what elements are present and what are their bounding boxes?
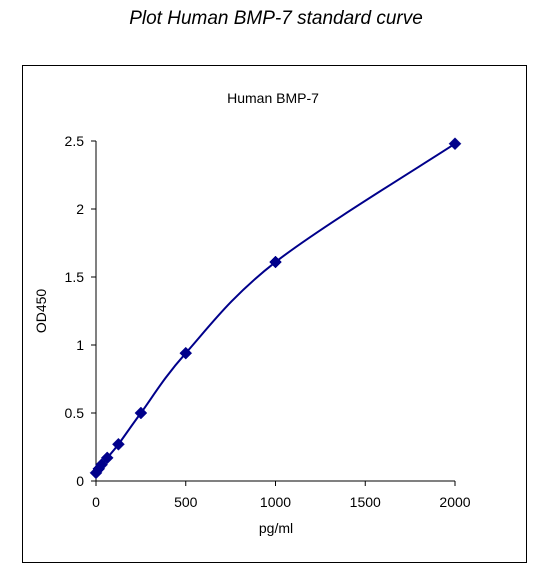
x-tick-label: 1500 <box>350 494 381 510</box>
ticks: 0 500 1000 1500 2000 0 0.5 1 1.5 2 2.5 <box>65 133 471 510</box>
x-tick-label: 2000 <box>439 494 470 510</box>
data-point <box>448 137 462 151</box>
y-tick-label: 1.5 <box>65 269 85 285</box>
page-title: Plot Human BMP-7 standard curve <box>129 8 423 29</box>
x-axis-title: pg/ml <box>259 520 293 536</box>
y-tick-label: 2.5 <box>65 133 85 149</box>
y-tick-label: 1 <box>76 337 84 353</box>
chart-title: Human BMP-7 <box>227 90 319 106</box>
data-point <box>100 451 114 465</box>
y-tick-label: 0 <box>76 473 84 489</box>
axes <box>95 141 455 482</box>
y-tick-label: 0.5 <box>65 405 85 421</box>
fitted-curve <box>95 142 456 474</box>
x-tick-label: 500 <box>174 494 198 510</box>
data-point <box>112 437 125 451</box>
x-tick-label: 0 <box>92 494 100 510</box>
data-point <box>134 406 148 420</box>
data-point <box>95 458 108 472</box>
data-points <box>89 137 462 480</box>
y-tick-label: 2 <box>76 201 84 217</box>
y-axis-title: OD450 <box>33 289 49 334</box>
data-point <box>269 255 282 269</box>
data-point <box>179 346 193 360</box>
x-tick-label: 1000 <box>260 494 291 510</box>
chart-frame <box>22 65 527 563</box>
